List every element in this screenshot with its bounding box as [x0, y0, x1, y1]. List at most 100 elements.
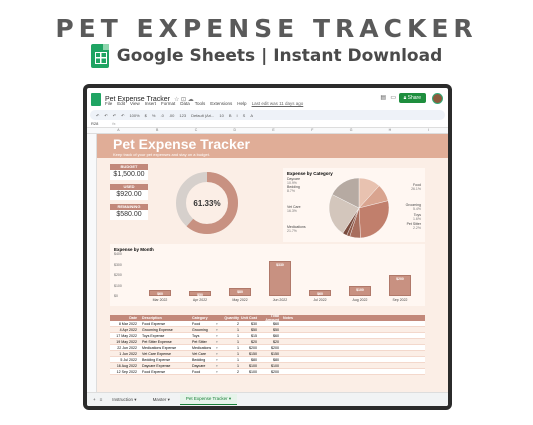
menu-item-insert[interactable]: Insert: [144, 101, 156, 106]
table-cell: Vet Care Expense: [142, 351, 171, 356]
dropdown-arrow-icon[interactable]: ▾: [216, 363, 218, 368]
category-pct: 5.4%: [413, 206, 421, 211]
column-d[interactable]: D: [233, 128, 236, 132]
promo-subtitle: Google Sheets | Instant Download: [116, 46, 443, 66]
table-cell: $100: [249, 369, 257, 374]
bar-2: [228, 287, 252, 296]
sheets-logo-icon[interactable]: [91, 92, 101, 106]
dropdown-arrow-icon[interactable]: ▾: [216, 321, 218, 326]
toolbar-item-9[interactable]: I: [236, 112, 238, 118]
menu-item-view[interactable]: View: [130, 101, 140, 106]
dropdown-arrow-icon[interactable]: ▾: [216, 351, 218, 356]
toolbar-item-2[interactable]: %: [151, 112, 156, 118]
toolbar-item-8[interactable]: B: [228, 112, 232, 118]
table-cell: Food Expense: [142, 369, 166, 374]
promo-title: PET EXPENSE TRACKER: [55, 14, 478, 43]
menu-item-tools[interactable]: Tools: [194, 101, 206, 106]
column-header-cell[interactable]: Description: [142, 316, 162, 320]
table-row[interactable]: 5 Jul 2022 Bedding Expense Bedding ▾ 1 $80 $80: [110, 357, 425, 363]
bar-value-label: $100: [356, 287, 364, 292]
toolbar-item-11[interactable]: A: [250, 112, 253, 118]
remaining-label: REMAINING: [110, 204, 148, 210]
menu-item-extensions[interactable]: Extensions: [210, 101, 233, 106]
category-label-daycare: Daycare 10.9%: [287, 177, 313, 186]
dropdown-arrow-icon[interactable]: ▾: [216, 357, 218, 362]
column-b[interactable]: B: [156, 128, 159, 132]
table-cell: $200: [271, 369, 279, 374]
comment-icon[interactable]: ▤: [380, 95, 386, 101]
toolbar-item-4[interactable]: .00: [168, 112, 175, 118]
column-header-cell[interactable]: Unit Cost: [241, 316, 257, 320]
bar-value-label: $60: [157, 291, 163, 296]
table-row[interactable]: 16 Aug 2022 Daycare Expense Daycare ▾ 1 $100 $…: [110, 363, 425, 369]
table-cell: $15: [251, 333, 257, 338]
category-name: Daycare: [287, 177, 301, 181]
column-header-cell[interactable]: Notes: [283, 316, 293, 320]
add-sheet-icon[interactable]: +: [93, 397, 96, 402]
fx-icon: fx: [112, 121, 116, 126]
toolbar-item-3[interactable]: .0: [160, 112, 164, 118]
dropdown-arrow-icon[interactable]: ▾: [216, 345, 218, 350]
category-name: Vet Care: [287, 205, 301, 209]
undo-icon[interactable]: ↶: [96, 112, 100, 118]
category-label-medications: Medications 21.7%: [287, 225, 313, 234]
menu-item-edit[interactable]: Edit: [117, 101, 126, 106]
column-header-cell[interactable]: Date: [129, 316, 137, 320]
toolbar-item-5[interactable]: 123: [179, 112, 187, 118]
toolbar-item-7[interactable]: 10: [219, 112, 224, 118]
table-row[interactable]: 17 May 2022 Toys Expense Toys ▾ 1 $15 $60: [110, 333, 425, 339]
last-edit-link[interactable]: Last edit was 11 days ago: [251, 101, 304, 106]
menu-item-data[interactable]: Data: [180, 101, 190, 106]
column-h[interactable]: H: [388, 128, 392, 132]
dropdown-arrow-icon[interactable]: ▾: [216, 369, 218, 374]
table-row[interactable]: 22 Jun 2022 Medications Expense Medication…: [110, 345, 425, 351]
category-pct: 2.2%: [413, 225, 421, 230]
column-f[interactable]: F: [311, 128, 314, 132]
avatar[interactable]: [432, 93, 443, 104]
table-row[interactable]: 4 Apr 2022 Grooming Expense Grooming ▾ 1 $50 $…: [110, 327, 425, 333]
menu-item-help[interactable]: Help: [237, 101, 247, 106]
toolbar-item-0[interactable]: 100%: [129, 112, 140, 118]
print-icon[interactable]: ↶: [112, 112, 117, 118]
column-a[interactable]: A: [117, 128, 120, 132]
paint-format-icon[interactable]: ↶: [121, 112, 125, 118]
column-header-cell[interactable]: Category: [192, 316, 208, 320]
doc-title[interactable]: Pet Expense Tracker: [105, 95, 170, 103]
table-row[interactable]: 8 Mar 2022 Food Expense Food ▾ 2 $30 $60: [110, 321, 425, 327]
table-row[interactable]: 12 Sep 2022 Food Expense Food ▾ 2 $100 $200: [110, 369, 425, 375]
tab-instruction[interactable]: Instruction ▾: [112, 396, 137, 402]
column-g[interactable]: G: [349, 128, 353, 132]
star-icon[interactable]: ☆ ⊡ ☁: [173, 96, 194, 103]
tab-master[interactable]: Master ▾: [152, 396, 170, 402]
table-row[interactable]: 19 May 2022 Pet Sitter Expense Pet Sitter ▾…: [110, 339, 425, 345]
dropdown-arrow-icon[interactable]: ▾: [216, 339, 218, 344]
column-c[interactable]: C: [194, 128, 198, 132]
all-sheets-icon[interactable]: ≡: [99, 397, 103, 402]
toolbar-item-1[interactable]: $: [144, 112, 147, 118]
cell-reference[interactable]: R28: [91, 121, 99, 126]
column-i[interactable]: I: [428, 128, 430, 132]
budget-value[interactable]: $1,500.00: [110, 170, 148, 180]
meet-icon[interactable]: ▭: [390, 95, 396, 101]
redo-icon[interactable]: ↶: [104, 112, 108, 118]
table-row[interactable]: 1 Jun 2022 Vet Care Expense Vet Care ▾ 1 $150…: [110, 351, 425, 357]
dropdown-arrow-icon[interactable]: ▾: [216, 327, 218, 332]
used-card: USED $920.00: [110, 184, 148, 200]
menu-item-file[interactable]: File: [105, 101, 113, 106]
tab-pet-expense-tracker[interactable]: Pet Expense Tracker ▾: [179, 394, 238, 405]
category-pct: 1.6%: [413, 216, 421, 221]
column-header-cell[interactable]: Total Amount: [265, 314, 279, 322]
toolbar-item-10[interactable]: S: [242, 112, 246, 118]
column-e[interactable]: E: [272, 128, 275, 132]
share-button[interactable]: 🔒︎ Share: [398, 93, 426, 103]
menu-item-format[interactable]: Format: [160, 101, 176, 106]
category-name: Pet Sitter: [406, 222, 421, 226]
column-header-cell[interactable]: Quantity: [224, 316, 239, 320]
dropdown-arrow-icon[interactable]: ▾: [216, 333, 218, 338]
toolbar-item-6[interactable]: Default (Ari...: [191, 112, 215, 118]
used-value[interactable]: $920.00: [110, 190, 148, 200]
bar-value-label: $80: [237, 289, 243, 294]
bar-0: [148, 289, 172, 296]
remaining-value[interactable]: $580.00: [110, 210, 148, 220]
title-bar: Pet Expense Tracker ☆ ⊡ ☁ File Edit View In…: [87, 88, 448, 110]
